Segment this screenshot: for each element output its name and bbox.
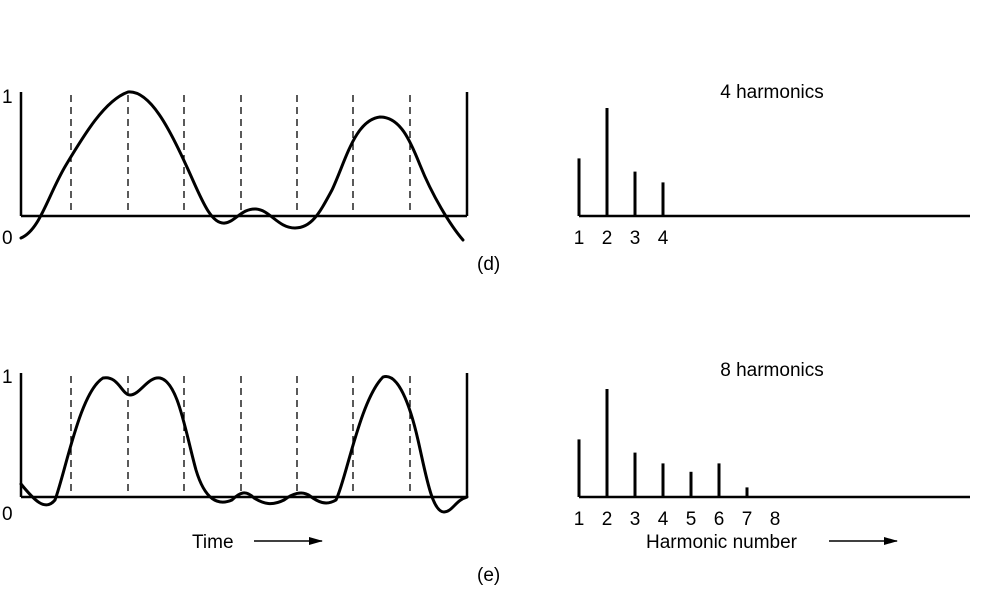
panel-e: 1 0 Time (e) 8 harmonics [2, 360, 970, 586]
time-plot-e: 1 0 [2, 367, 469, 525]
time-label: Time [192, 532, 234, 553]
time-plot-d: 1 0 [2, 87, 469, 249]
harmonic-tick-label: 1 [574, 228, 585, 249]
y-tick-1-d: 1 [2, 87, 13, 108]
y-tick-0-e: 0 [2, 504, 13, 525]
time-axis-label: Time [192, 532, 323, 553]
bit-dividers-d [70, 95, 411, 216]
harmonic-tick-label: 7 [742, 509, 753, 530]
bit-dividers-e [70, 376, 411, 497]
waveform-d [19, 90, 465, 242]
harmonic-tick-label: 4 [658, 228, 669, 249]
waveform-e [19, 375, 469, 514]
y-tick-0-d: 0 [2, 228, 13, 249]
harmonic-tick-label: 2 [602, 509, 613, 530]
harmonic-tick-label: 8 [770, 509, 781, 530]
harmonic-tick-label: 3 [630, 509, 641, 530]
y-tick-1-e: 1 [2, 367, 13, 388]
harmonic-number-label: Harmonic number [646, 532, 798, 553]
harmonic-tick-label: 3 [630, 228, 641, 249]
panel-label-e: (e) [477, 565, 500, 586]
panel-label-d: (d) [477, 254, 500, 275]
spectrum-title-d: 4 harmonics [720, 82, 824, 103]
spectrum-title-e: 8 harmonics [720, 360, 824, 381]
harmonic-tick-label: 4 [658, 509, 669, 530]
harmonic-tick-label: 2 [602, 228, 613, 249]
harmonic-tick-label: 6 [714, 509, 725, 530]
harmonic-bars-d [577, 108, 665, 216]
harmonic-bars-e [577, 389, 749, 497]
harmonic-tick-label: 1 [574, 509, 585, 530]
harmonic-tick-label: 5 [686, 509, 697, 530]
